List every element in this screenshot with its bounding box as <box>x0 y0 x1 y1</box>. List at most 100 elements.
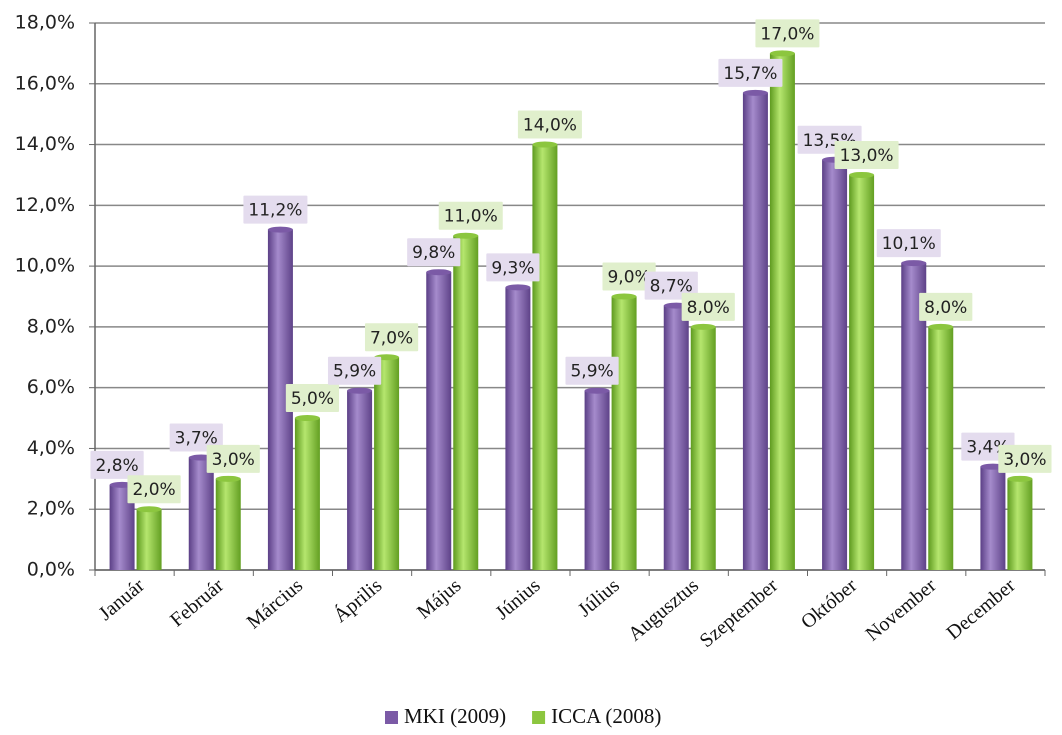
y-tick-label: 8,0% <box>27 315 75 337</box>
x-tick-label: November <box>862 574 941 645</box>
value-label: 11,2% <box>243 195 308 224</box>
value-label-box <box>834 140 899 169</box>
bar <box>928 326 954 570</box>
value-label-text: 13,0% <box>840 146 894 166</box>
value-label: 8,0% <box>681 292 735 321</box>
x-tick-label: Május <box>413 574 466 623</box>
y-tick-label: 4,0% <box>27 437 75 459</box>
bar <box>294 418 320 570</box>
value-label: 9,8% <box>407 238 461 267</box>
bar-top <box>742 89 768 96</box>
bar-top <box>215 475 241 482</box>
bar-top <box>532 141 558 148</box>
bar-top <box>1007 475 1033 482</box>
bar-top <box>294 415 320 422</box>
bar <box>426 272 452 570</box>
bar <box>188 457 214 570</box>
bar <box>215 478 241 570</box>
value-label-box <box>90 450 144 479</box>
value-label: 14,0% <box>517 110 582 139</box>
bar-top <box>769 50 795 57</box>
value-label-text: 8,7% <box>650 277 693 297</box>
y-tick-label: 12,0% <box>15 194 75 216</box>
value-label: 13,0% <box>834 140 899 169</box>
bar-top <box>584 387 610 394</box>
y-tick-label: 10,0% <box>15 255 75 277</box>
value-label-box <box>169 423 223 452</box>
bar <box>347 390 373 570</box>
value-label-box <box>755 19 820 48</box>
x-tick-label: Február <box>166 574 228 631</box>
bar-top <box>611 293 637 300</box>
value-label-text: 5,0% <box>291 389 334 409</box>
value-label-box <box>681 292 735 321</box>
bar <box>532 144 558 571</box>
value-label-box <box>565 356 619 385</box>
bar <box>374 357 400 570</box>
value-label: 5,9% <box>565 356 619 385</box>
value-label-text: 3,0% <box>1003 450 1046 470</box>
value-label: 3,7% <box>169 423 223 452</box>
bar <box>136 509 162 570</box>
bar <box>822 159 848 570</box>
bar <box>663 305 689 570</box>
bar-top <box>849 171 875 178</box>
legend-label: ICCA (2008) <box>551 704 661 728</box>
value-label: 7,0% <box>364 323 419 352</box>
bar <box>505 287 531 570</box>
value-label: 9,0% <box>602 262 656 291</box>
value-label-text: 3,0% <box>212 450 255 470</box>
value-label-text: 9,0% <box>607 268 650 288</box>
value-label-box <box>998 444 1052 473</box>
y-tick-label: 14,0% <box>15 133 75 155</box>
x-tick-label: December <box>942 574 1019 644</box>
bar-top <box>901 260 927 267</box>
value-label-box <box>327 356 382 385</box>
legend-swatch <box>385 711 398 724</box>
value-label-text: 11,0% <box>444 207 498 227</box>
value-label: 3,0% <box>206 444 260 473</box>
bar-top <box>426 269 452 276</box>
value-label-box <box>718 58 783 87</box>
value-label-box <box>127 475 181 504</box>
value-label: 17,0% <box>755 19 820 48</box>
bar-top <box>347 387 373 394</box>
value-label-box <box>407 238 461 267</box>
value-label-box <box>243 195 308 224</box>
value-label-box <box>285 384 340 413</box>
value-label-text: 10,1% <box>882 234 936 254</box>
bar <box>742 92 768 571</box>
bar <box>584 390 610 570</box>
value-label-text: 11,2% <box>248 201 302 221</box>
value-label-text: 8,0% <box>924 298 967 318</box>
bar-top <box>928 323 954 330</box>
x-tick-label: Szeptember <box>696 574 783 652</box>
x-tick-label: Október <box>797 574 862 633</box>
bar-top <box>453 232 479 239</box>
x-tick-label: Augusztus <box>624 574 703 645</box>
value-label-text: 7,0% <box>370 328 413 348</box>
x-tick-label: Január <box>95 574 149 625</box>
bar-top <box>690 323 716 330</box>
y-tick-label: 18,0% <box>15 12 75 34</box>
bar <box>453 235 479 570</box>
value-label: 8,7% <box>644 271 698 300</box>
bar-top <box>136 506 162 513</box>
bar <box>980 466 1006 570</box>
value-label: 5,9% <box>327 356 382 385</box>
value-label-box <box>876 229 941 258</box>
value-label: 5,0% <box>285 384 340 413</box>
value-label-box <box>206 444 260 473</box>
value-label-box <box>602 262 656 291</box>
value-label-text: 3,7% <box>175 429 218 449</box>
value-label-text: 5,9% <box>333 362 376 382</box>
x-tick-label: Június <box>491 574 544 624</box>
value-label-text: 8,0% <box>687 298 730 318</box>
value-label: 3,0% <box>998 444 1052 473</box>
value-label: 2,8% <box>90 450 144 479</box>
bar <box>769 53 795 570</box>
value-label-box <box>919 292 973 321</box>
value-label: 9,3% <box>486 253 540 282</box>
legend-swatch <box>532 711 546 724</box>
value-label-text: 9,3% <box>491 258 534 278</box>
